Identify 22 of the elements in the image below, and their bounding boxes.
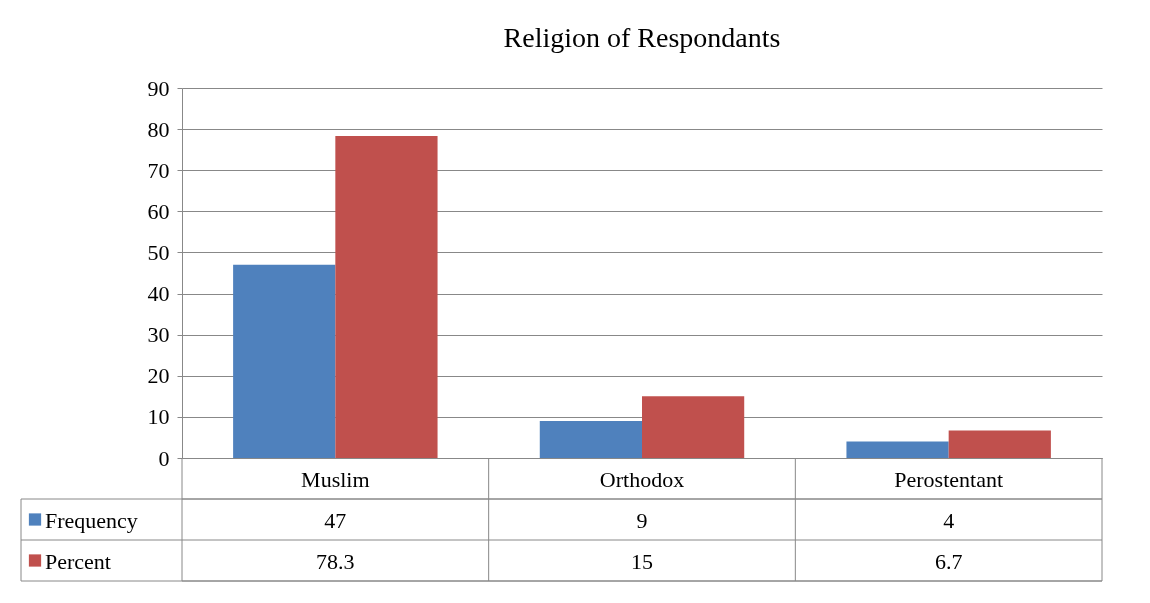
data-label: 47 bbox=[324, 507, 347, 533]
x-tick-label: Perostentant bbox=[894, 466, 1004, 492]
data-label: 6.7 bbox=[934, 548, 963, 574]
legend-label: Percent bbox=[45, 548, 111, 574]
data-label: 78.3 bbox=[316, 548, 355, 574]
x-tick-label: Orthodox bbox=[599, 466, 685, 492]
y-tick-label: 70 bbox=[147, 157, 170, 183]
chart-title: Religion of Respondants bbox=[503, 22, 781, 53]
x-tick-label: Muslim bbox=[301, 466, 370, 492]
data-label: 15 bbox=[631, 548, 653, 574]
y-tick-label: 30 bbox=[147, 322, 170, 348]
y-tick-label: 10 bbox=[147, 404, 170, 430]
data-label: 9 bbox=[636, 507, 648, 533]
y-tick-label: 80 bbox=[147, 116, 170, 142]
data-label: 4 bbox=[943, 507, 955, 533]
y-tick-label: 0 bbox=[158, 445, 170, 471]
y-tick-label: 20 bbox=[147, 363, 170, 389]
y-tick-label: 40 bbox=[147, 281, 170, 307]
y-tick-label: 50 bbox=[147, 239, 170, 265]
y-tick-label: 60 bbox=[147, 198, 170, 224]
legend-label: Frequency bbox=[45, 507, 138, 533]
y-tick-label: 90 bbox=[147, 75, 170, 101]
